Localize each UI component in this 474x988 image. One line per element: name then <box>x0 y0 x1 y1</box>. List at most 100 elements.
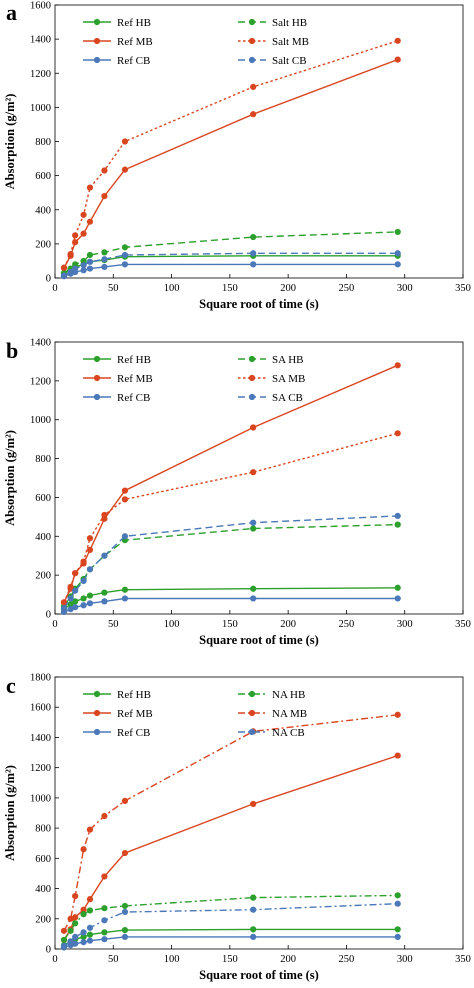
x-tick-label: 250 <box>339 283 355 294</box>
x-tick-label: 200 <box>280 283 296 294</box>
data-point <box>101 167 108 174</box>
data-point <box>121 908 129 916</box>
y-tick-label: 800 <box>35 824 51 835</box>
y-tick-label: 200 <box>35 239 51 250</box>
series-line-sa-mb <box>63 432 398 603</box>
data-point <box>250 595 257 602</box>
data-point <box>72 604 79 611</box>
data-point <box>394 926 401 933</box>
data-point <box>121 261 129 268</box>
y-tick-label: 1200 <box>30 376 51 387</box>
legend-swatch-marker <box>93 37 101 45</box>
data-point <box>60 605 68 612</box>
data-point <box>101 249 108 256</box>
y-tick-label: 400 <box>35 884 51 895</box>
data-point <box>67 583 74 590</box>
y-tick-label: 1600 <box>30 703 51 714</box>
data-point <box>72 232 79 239</box>
legend-label: SA HB <box>272 354 304 366</box>
data-point <box>80 267 87 274</box>
y-axis-label: Absorption (g/m²) <box>3 94 17 190</box>
data-point <box>86 896 94 903</box>
data-point <box>394 900 401 907</box>
data-point <box>121 251 129 259</box>
legend-swatch-marker <box>93 393 101 401</box>
y-axis-label: Absorption (g/m²) <box>3 765 17 861</box>
panel-letter: b <box>6 338 18 363</box>
data-point <box>101 598 108 605</box>
y-tick-label: 0 <box>46 274 51 285</box>
data-point <box>86 931 94 938</box>
y-tick-label: 800 <box>35 454 51 465</box>
y-tick-label: 0 <box>46 610 51 621</box>
x-tick-label: 50 <box>108 283 119 294</box>
data-point <box>86 251 94 259</box>
data-point <box>86 924 94 931</box>
series-line-ref-mb <box>63 364 398 603</box>
data-point <box>80 577 87 585</box>
data-point <box>101 256 108 263</box>
x-tick-label: 50 <box>108 954 119 965</box>
data-point <box>121 586 129 593</box>
legend-swatch-marker <box>248 709 256 717</box>
data-point <box>101 936 108 943</box>
legend-label: Ref MB <box>117 373 153 385</box>
legend-label: Ref CB <box>117 392 150 404</box>
y-tick-label: 1000 <box>30 793 51 804</box>
x-axis-label: Square root of time (s) <box>199 633 319 647</box>
y-axis-label: Absorption (g/m²) <box>3 430 17 526</box>
data-point <box>86 907 94 914</box>
data-point <box>60 264 68 271</box>
y-tick-label: 1200 <box>30 69 51 80</box>
chart-panel-c: c 0 200 400 600 800 1000 1200 1400 1600 1800 0 50 100… <box>3 673 471 983</box>
x-tick-label: 350 <box>455 619 471 630</box>
x-tick-label: 0 <box>52 954 57 965</box>
legend-swatch-marker <box>93 709 101 717</box>
series-line-na-hb <box>63 894 398 941</box>
data-point <box>121 533 129 540</box>
data-point <box>394 512 401 519</box>
data-point <box>72 265 79 272</box>
data-point <box>67 251 74 258</box>
data-point <box>101 917 108 924</box>
chart-panel-b: b 0 200 400 600 800 1000 1200 1400 0 50 100 150 200 25… <box>3 338 471 648</box>
data-point <box>121 595 129 602</box>
data-point <box>67 927 74 934</box>
y-tick-label: 1400 <box>30 733 51 744</box>
legend-swatch-marker <box>93 56 101 64</box>
data-point <box>72 570 79 577</box>
y-tick-label: 200 <box>35 914 51 925</box>
series-line-ref-mb <box>63 754 398 941</box>
data-point <box>86 218 94 225</box>
legend-swatch-marker <box>248 374 256 382</box>
x-tick-label: 150 <box>222 954 238 965</box>
data-point <box>86 826 94 833</box>
series-line-na-cb <box>63 903 398 947</box>
y-tick-label: 1000 <box>30 415 51 426</box>
data-point <box>394 261 401 268</box>
data-point <box>121 166 129 173</box>
legend-label: Ref HB <box>117 17 151 29</box>
data-point <box>250 261 257 268</box>
data-point <box>250 926 257 933</box>
legend-label: Ref HB <box>117 354 151 366</box>
data-point <box>101 873 108 880</box>
data-point <box>72 893 79 900</box>
data-point <box>394 430 401 437</box>
y-tick-label: 1400 <box>30 338 51 349</box>
legend-label: Salt MB <box>272 36 309 48</box>
x-tick-label: 250 <box>339 619 355 630</box>
data-point <box>121 487 129 494</box>
data-point <box>394 584 401 591</box>
data-point <box>250 894 257 901</box>
y-tick-label: 1000 <box>30 103 51 114</box>
legend-swatch-marker <box>93 728 101 736</box>
legend-swatch-marker <box>248 690 256 698</box>
data-point <box>101 929 108 936</box>
data-point <box>101 552 108 559</box>
data-point <box>121 902 129 910</box>
data-point <box>394 362 401 369</box>
data-point <box>101 589 108 596</box>
data-point <box>60 272 68 279</box>
